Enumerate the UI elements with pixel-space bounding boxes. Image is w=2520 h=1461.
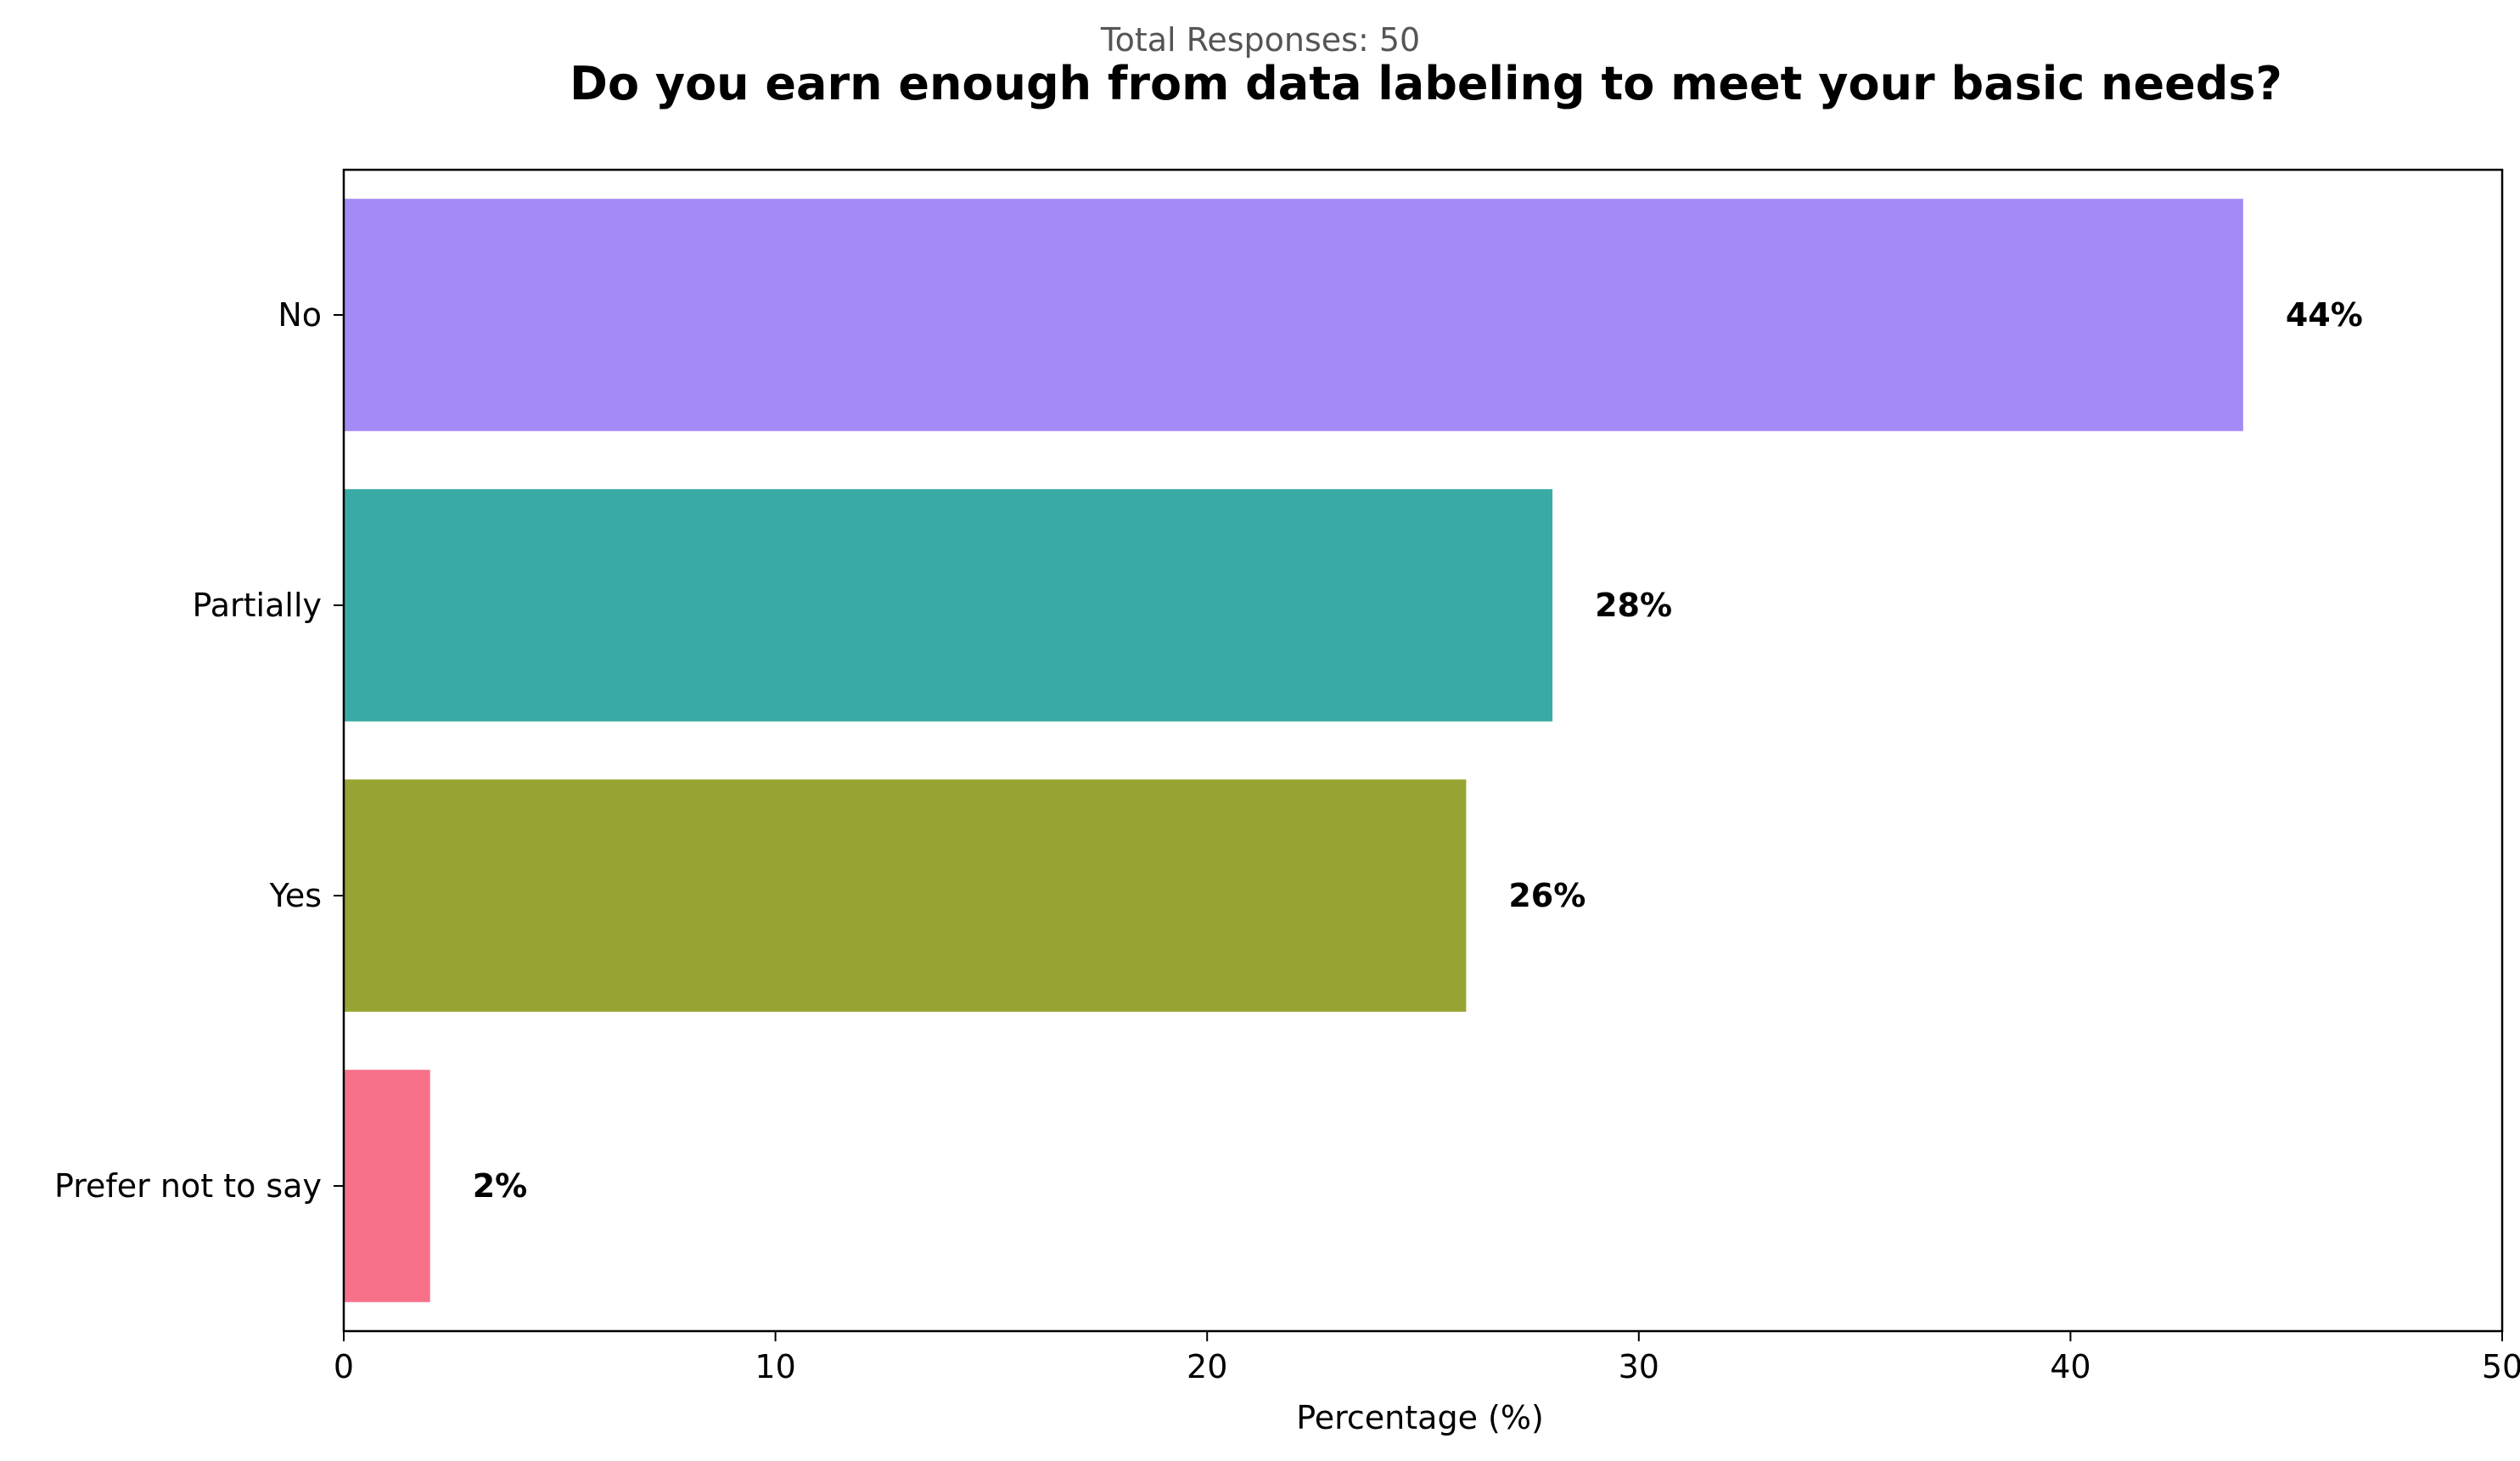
x-tick-label: 10 [755, 1348, 795, 1385]
data-label: 26% [1508, 877, 1586, 914]
plot-area: No 44% Partially 28% Yes 26% Prefer not to say… [54, 168, 2520, 1385]
data-label: 28% [1595, 587, 1672, 624]
x-tick-label: 20 [1187, 1348, 1227, 1385]
data-label: 44% [2286, 296, 2363, 334]
x-tick-label: 40 [2050, 1348, 2091, 1385]
bar-no [344, 199, 2243, 431]
data-label: 2% [473, 1167, 528, 1205]
x-tick-label: 30 [1619, 1348, 1659, 1385]
y-tick-label: No [278, 296, 322, 334]
bar-partially [344, 489, 1553, 722]
y-tick-label: Partially [193, 587, 322, 624]
x-tick-label: 0 [334, 1348, 354, 1385]
plot-frame [342, 168, 2504, 1333]
chart-title: Do you earn enough from data labeling to… [570, 57, 2282, 110]
x-tick-label: 50 [2482, 1348, 2520, 1385]
x-axis-label: Percentage (%) [1296, 1399, 1544, 1436]
chart-subtitle: Total Responses: 50 [1100, 21, 1420, 59]
bar-prefer-not-to-say [344, 1070, 430, 1302]
y-tick-label: Yes [269, 877, 322, 914]
y-tick-label: Prefer not to say [54, 1167, 322, 1205]
bar-yes [344, 779, 1467, 1012]
